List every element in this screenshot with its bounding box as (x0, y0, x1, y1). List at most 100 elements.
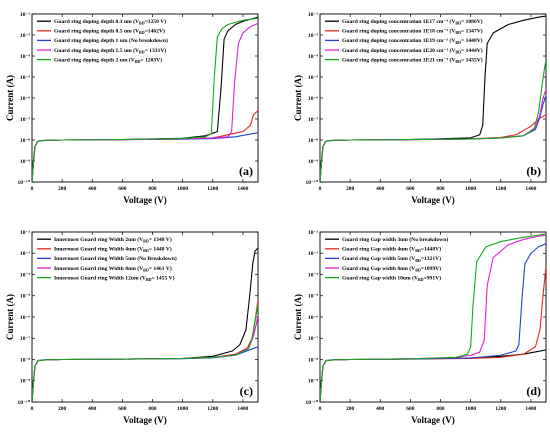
x-tick-label: 1000 (177, 186, 188, 192)
y-tick-label: 10⁻¹⁰ (306, 399, 319, 406)
x-tick-label: 1200 (495, 186, 506, 192)
series-line (320, 60, 546, 182)
x-tick-label: 1200 (207, 406, 218, 412)
x-tick-label: 800 (436, 186, 445, 192)
legend-entry: Guard ring doping depth 0.1 um (VBD=1250… (54, 18, 166, 26)
x-tick-label: 1400 (525, 186, 536, 192)
y-tick-label: 10⁻¹⁰ (18, 179, 31, 186)
y-tick-label: 10⁻⁶ (308, 96, 318, 102)
y-tick-label: 10⁻⁸ (308, 357, 318, 363)
y-tick-label: 10⁻³ (20, 33, 30, 39)
y-tick-label: 10⁻⁵ (308, 75, 318, 81)
y-tick-label: 10⁻⁷ (308, 336, 318, 342)
y-tick-label: 10⁻² (20, 12, 30, 18)
panel-b: 10⁻¹⁰ 10⁻⁹ 10⁻⁸ 10⁻⁷ 10⁻⁶ 10⁻⁵ 10⁻⁴ 10⁻³ 10⁻² 0 20… (293, 12, 547, 205)
legend-entry: Guard ring doping concentration 1E18 cm⁻… (342, 28, 483, 36)
y-tick-label: 10⁻⁴ (20, 272, 30, 278)
y-tick-label: 10⁻⁹ (20, 159, 30, 165)
y-tick-label: 10⁻² (308, 12, 318, 18)
x-tick-label: 1200 (207, 186, 218, 192)
x-axis-title: Voltage (V) (411, 415, 454, 425)
y-tick-label: 10⁻⁴ (308, 54, 318, 60)
y-tick-label: 10⁻⁸ (308, 138, 318, 144)
y-tick-label: 10⁻⁵ (20, 75, 30, 81)
x-tick-label: 200 (346, 406, 355, 412)
legend-entry: Guard ring doping depth 2 um (VBD= 1203V… (54, 56, 162, 64)
x-tick-label: 200 (58, 406, 67, 412)
y-tick-label: 10⁻⁷ (20, 336, 30, 342)
y-tick-label: 10⁻³ (308, 251, 318, 257)
legend-entry: Guard ring doping depth 1.5 um (VBD= 133… (54, 47, 166, 55)
legend-entry: Guard ring doping depth 0.5 um (VBD=1462… (54, 28, 165, 36)
x-tick-label: 1000 (177, 406, 188, 412)
y-tick-label: 10⁻⁹ (308, 159, 318, 165)
series-line (32, 17, 258, 182)
legend-entry: Guard ring doping concentration 1E19 cm⁻… (342, 37, 483, 45)
panel-a: 10⁻¹⁰ 10⁻⁹ 10⁻⁸ 10⁻⁷ 10⁻⁶ 10⁻⁵ 10⁻⁴ 10⁻³ 10⁻² 0 20… (5, 12, 259, 205)
panel-c: 10⁻¹⁰ 10⁻⁹ 10⁻⁸ 10⁻⁷ 10⁻⁶ 10⁻⁵ 10⁻⁴ 10⁻³ 10⁻² 0 20… (5, 230, 259, 425)
legend-entry: Innermost Guard ring Width 8um (VBD= 146… (54, 265, 172, 273)
x-tick-label: 200 (58, 186, 67, 192)
y-tick-label: 10⁻⁵ (308, 294, 318, 300)
legend-entry: Innermost Guard ring Width 2um (VBD= 134… (54, 236, 172, 244)
legend-entry: Guard ring Gap width 4um (VBD=1448V) (342, 246, 441, 254)
x-tick-label: 1200 (495, 406, 506, 412)
y-tick-label: 10⁻⁹ (20, 379, 30, 385)
x-axis-title: Voltage (V) (411, 195, 454, 205)
x-tick-label: 0 (31, 186, 34, 192)
x-tick-label: 800 (148, 406, 157, 412)
y-tick-label: 10⁻⁷ (308, 117, 318, 123)
x-tick-label: 800 (148, 186, 157, 192)
x-tick-label: 600 (406, 186, 415, 192)
y-tick-label: 10⁻⁶ (20, 315, 30, 321)
y-tick-label: 10⁻³ (20, 251, 30, 257)
panel-letter: (a) (239, 164, 253, 178)
x-tick-label: 400 (88, 406, 97, 412)
y-tick-label: 10⁻¹⁰ (306, 179, 319, 186)
y-tick-label: 10⁻⁷ (20, 117, 30, 123)
y-axis-title: Current (A) (5, 294, 15, 340)
x-tick-label: 800 (436, 406, 445, 412)
y-tick-label: 10⁻⁸ (20, 357, 30, 363)
x-tick-label: 600 (406, 406, 415, 412)
y-tick-label: 10⁻² (20, 230, 30, 236)
legend-entry: Guard ring Gap width 5um (VBD=1321V) (342, 255, 441, 263)
x-tick-label: 400 (88, 186, 97, 192)
legend-entry: Guard ring Gap width 3um (No breakdown) (342, 236, 448, 243)
x-tick-label: 1400 (525, 406, 536, 412)
x-tick-label: 0 (319, 406, 322, 412)
legend-entry: Guard ring doping concentration 1E17 cm⁻… (342, 18, 483, 26)
y-axis-title: Current (A) (5, 75, 15, 121)
legend-entry: Guard ring doping depth 1 um (No breakdo… (54, 37, 168, 44)
legend-entry: Guard ring doping concentration 1E21 cm⁻… (342, 56, 483, 64)
legend-entry: Guard ring Gap width 8um (VBD=1099V) (342, 265, 441, 273)
legend-entry: Innermost Guard ring Width 4um (VBD= 144… (54, 246, 172, 254)
x-tick-label: 400 (376, 406, 385, 412)
y-axis-title: Current (A) (293, 75, 303, 121)
x-tick-label: 200 (346, 186, 355, 192)
y-tick-label: 10⁻⁴ (308, 272, 318, 278)
y-tick-label: 10⁻⁶ (308, 315, 318, 321)
legend-entry: Innermost Guard ring Width 12um (VBD= 14… (54, 274, 175, 282)
plot-frame (31, 231, 259, 403)
plot-frame (319, 13, 547, 183)
x-tick-label: 1000 (465, 186, 476, 192)
y-tick-label: 10⁻¹⁰ (18, 399, 31, 406)
x-tick-label: 400 (376, 186, 385, 192)
panel-d: 10⁻¹⁰ 10⁻⁹ 10⁻⁸ 10⁻⁷ 10⁻⁶ 10⁻⁵ 10⁻⁴ 10⁻³ 10⁻² 0 20… (293, 230, 547, 425)
x-axis-title: Voltage (V) (123, 195, 166, 205)
x-tick-label: 0 (319, 186, 322, 192)
x-tick-label: 600 (118, 406, 127, 412)
legend-entry: Guard ring doping concentration 1E20 cm⁻… (342, 47, 483, 55)
panel-letter: (c) (240, 384, 253, 398)
x-tick-label: 0 (31, 406, 34, 412)
y-tick-label: 10⁻⁸ (20, 138, 30, 144)
series-line (320, 233, 546, 402)
legend-entry: Innermost Guard ring Width 5um (No Break… (54, 255, 177, 262)
panel-letter: (b) (526, 164, 541, 178)
y-tick-label: 10⁻⁹ (308, 379, 318, 385)
x-tick-label: 1400 (237, 186, 248, 192)
y-tick-label: 10⁻⁵ (20, 294, 30, 300)
panel-letter: (d) (526, 384, 541, 398)
